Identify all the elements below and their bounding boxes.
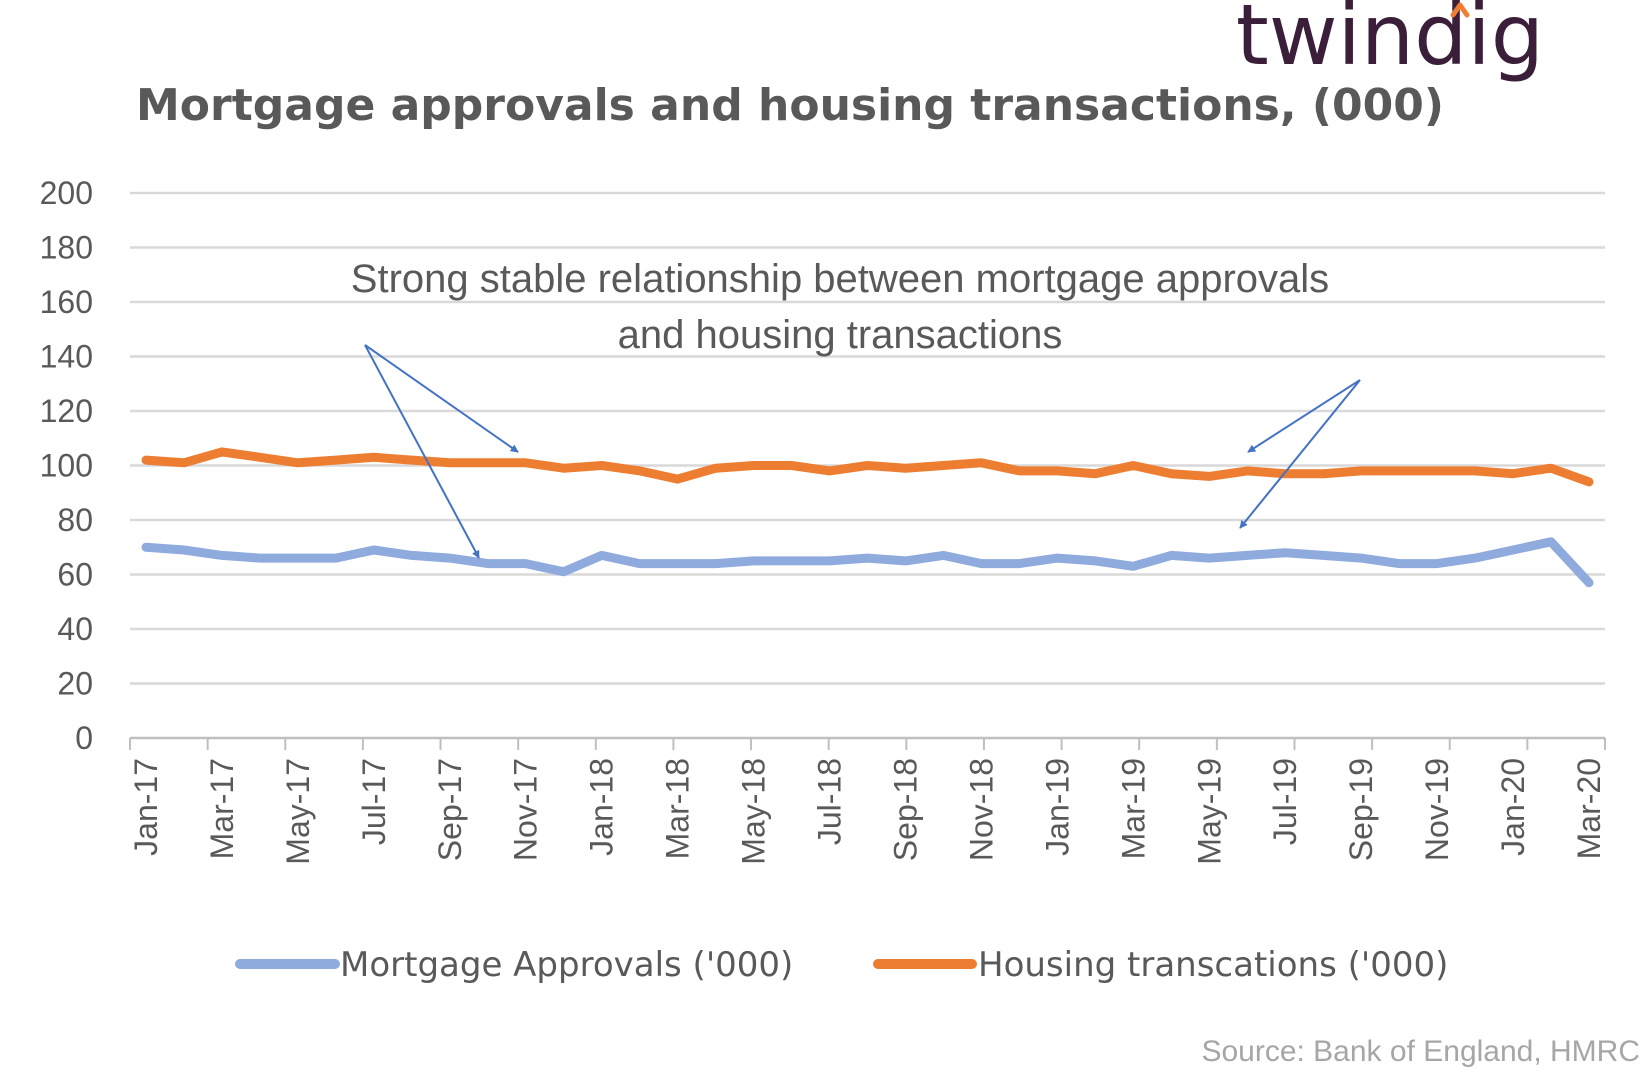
x-tick-label: Jul-19 [1267, 758, 1303, 845]
legend-label-mortgage-approvals: Mortgage Approvals ('000) [340, 945, 793, 985]
series-lines [141, 447, 1594, 588]
y-tick-label: 0 [75, 720, 93, 756]
annotation-arrow-left-lower [364, 344, 480, 559]
x-tick-label: Nov-19 [1419, 758, 1455, 861]
annotation-line-2: and housing transactions [618, 313, 1063, 357]
x-tick-label: May-18 [736, 758, 772, 865]
y-tick-label: 100 [40, 448, 93, 484]
y-tick-label: 120 [40, 393, 93, 429]
y-tick-label: 160 [40, 284, 93, 320]
annotation-arrows [364, 344, 1361, 559]
x-tick-label: Mar-19 [1115, 758, 1151, 859]
legend-label-housing-transactions: Housing transcations ('000) [978, 945, 1448, 985]
x-tick-label: May-19 [1191, 758, 1227, 865]
brand-roof-icon [1450, 2, 1470, 18]
y-tick-label: 20 [57, 666, 93, 702]
x-tick-label: Nov-17 [508, 758, 544, 861]
x-tick-label: Sep-19 [1343, 758, 1379, 861]
x-tick-label: Nov-18 [963, 758, 999, 861]
x-tick-label: Jul-17 [356, 758, 392, 845]
series-line-housing-transactions [141, 447, 1594, 487]
x-tick-label: Jan-18 [584, 758, 620, 856]
x-tick-label: Jul-18 [812, 758, 848, 845]
y-tick-label: 140 [40, 339, 93, 375]
chart-title: Mortgage approvals and housing transacti… [136, 80, 1444, 131]
y-tick-label: 200 [40, 175, 93, 211]
x-tick-label: Sep-17 [432, 758, 468, 861]
y-tick-label: 40 [57, 611, 93, 647]
source-note: Source: Bank of England, HMRC [1201, 1035, 1640, 1068]
x-tick-label: Jan-17 [128, 758, 164, 856]
x-tick-label: Mar-18 [660, 758, 696, 859]
series-line-mortgage-approvals [141, 537, 1594, 588]
y-tick-label: 180 [40, 230, 93, 266]
annotation-arrow-left-upper [364, 344, 519, 453]
x-tick-label: Jan-19 [1039, 758, 1075, 856]
x-tick-label: Mar-20 [1571, 758, 1607, 859]
annotation-arrow-right-upper [1247, 379, 1361, 453]
annotation-line-1: Strong stable relationship between mortg… [351, 257, 1329, 301]
annotation-arrow-right-lower [1239, 379, 1361, 529]
y-tick-label: 80 [57, 502, 93, 538]
x-tick-label: Sep-18 [887, 758, 923, 861]
x-tick-label: May-17 [280, 758, 316, 865]
x-tick-label: Mar-17 [204, 758, 240, 859]
y-tick-label: 60 [57, 557, 93, 593]
legend: Mortgage Approvals ('000) Housing transc… [235, 945, 1448, 985]
x-axis-tick-labels: Jan-17 Mar-17 May-17 Jul-17 Sep-17 Nov-17 Jan-… [128, 758, 1607, 865]
brand-name: twindig [1236, 0, 1544, 84]
x-axis [129, 736, 1606, 750]
brand-logo: twindig [1236, 0, 1544, 84]
x-tick-label: Jan-20 [1495, 758, 1531, 856]
y-axis-tick-labels: 0 20 40 60 80 100 120 140 160 180 200 [40, 175, 93, 756]
